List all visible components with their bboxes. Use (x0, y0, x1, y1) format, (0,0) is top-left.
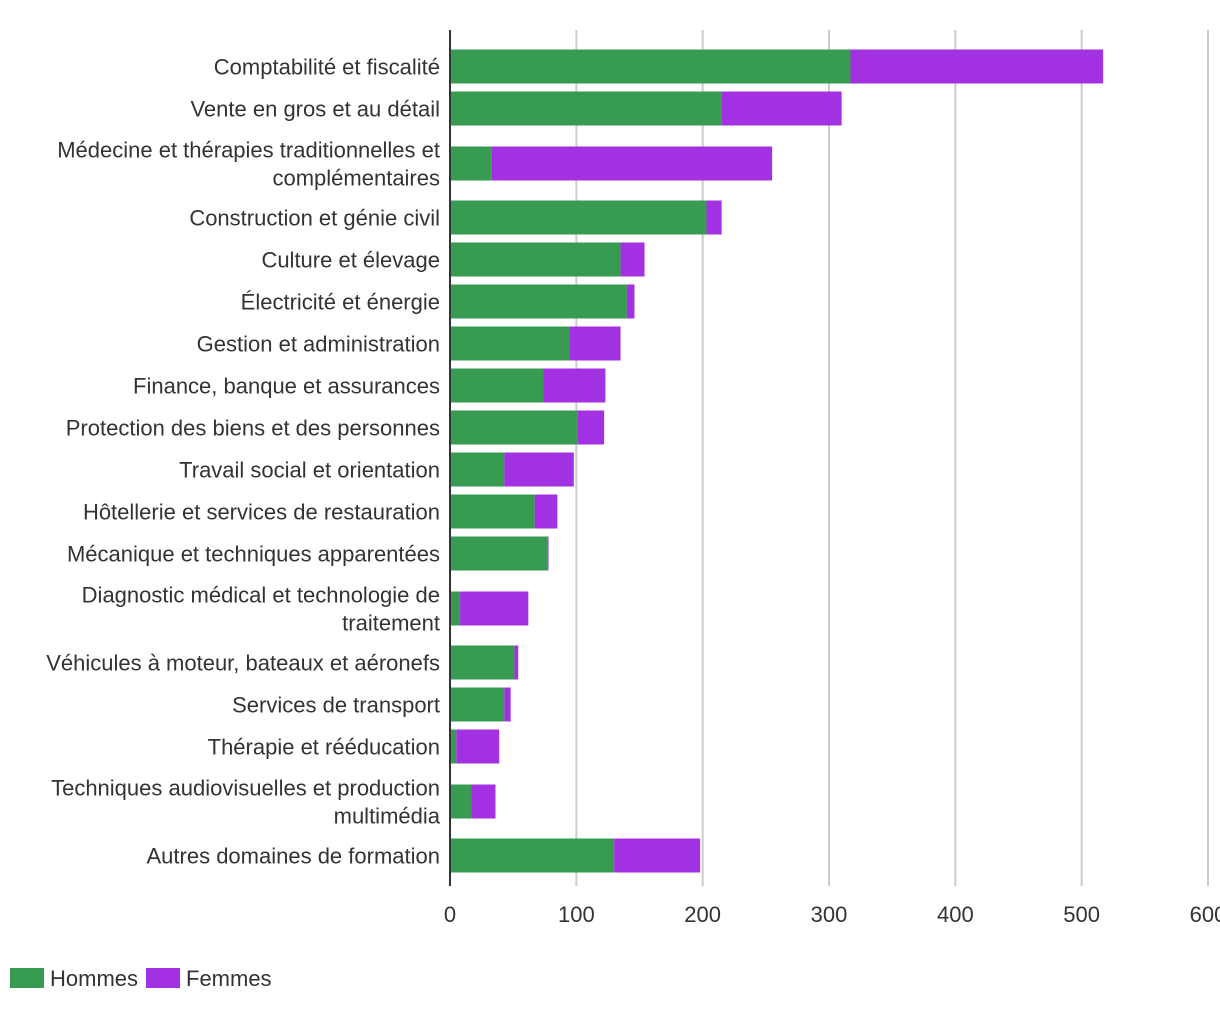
bar-femmes (620, 242, 645, 277)
category-label: Comptabilité et fiscalité (214, 55, 440, 80)
bar-femmes (547, 536, 549, 571)
category-label: Mécanique et techniques apparentées (67, 542, 440, 567)
bar-hommes (450, 368, 544, 403)
bar-hommes (450, 687, 505, 722)
category-label: Construction et génie civil (189, 206, 440, 231)
bar-hommes (450, 200, 707, 235)
category-label: Protection des biens et des personnes (66, 416, 440, 441)
legend-swatch-hommes (10, 968, 44, 988)
x-tick-labels: 0 100 200 300 400 500 600 (444, 902, 1220, 927)
category-label: Électricité et énergie (241, 290, 440, 315)
x-tick-label: 300 (811, 902, 848, 927)
x-tick-label: 500 (1063, 902, 1100, 927)
bar-femmes (504, 452, 574, 487)
bar-hommes (450, 784, 472, 819)
x-tick-label: 0 (444, 902, 456, 927)
bar-femmes (577, 410, 605, 445)
bar-femmes (504, 687, 511, 722)
x-tick-label: 200 (684, 902, 721, 927)
legend: Hommes Femmes (10, 966, 272, 991)
category-label: traitement (342, 611, 440, 636)
bar-hommes (450, 838, 615, 873)
category-label: Vente en gros et au détail (190, 97, 440, 122)
bar-femmes (626, 284, 635, 319)
bar-hommes (450, 452, 505, 487)
category-label: Services de transport (232, 693, 440, 718)
bar-hommes (450, 494, 535, 529)
bar-hommes (450, 410, 578, 445)
category-label: complémentaires (272, 166, 440, 191)
bar-hommes (450, 645, 515, 680)
category-label: Véhicules à moteur, bateaux et aéronefs (46, 651, 440, 676)
category-label: Médecine et thérapies traditionnelles et (57, 138, 440, 163)
category-labels: Comptabilité et fiscalité Vente en gros e… (46, 55, 441, 869)
legend-swatch-femmes (146, 968, 180, 988)
bar-hommes (450, 49, 851, 84)
bar-femmes (706, 200, 722, 235)
x-tick-label: 600 (1190, 902, 1220, 927)
bar-femmes (543, 368, 606, 403)
bar-femmes (850, 49, 1104, 84)
category-label: Finance, banque et assurances (133, 374, 440, 399)
bar-hommes (450, 591, 461, 626)
bar-hommes (450, 284, 627, 319)
category-label: Gestion et administration (197, 332, 440, 357)
category-label: Culture et élevage (261, 248, 440, 273)
category-label: Hôtellerie et services de restauration (83, 500, 440, 525)
bar-femmes (614, 838, 701, 873)
bar-hommes (450, 729, 457, 764)
x-tick-label: 400 (937, 902, 974, 927)
bar-hommes (450, 146, 492, 181)
bar-femmes (471, 784, 496, 819)
category-label: Autres domaines de formation (147, 844, 441, 869)
category-label: Travail social et orientation (179, 458, 440, 483)
bar-femmes (491, 146, 773, 181)
bar-hommes (450, 536, 548, 571)
legend-label-hommes: Hommes (50, 966, 138, 991)
category-label: Techniques audiovisuelles et production (51, 776, 440, 801)
bar-femmes (514, 645, 519, 680)
category-label: multimédia (334, 804, 441, 829)
bar-hommes (450, 242, 621, 277)
x-tick-label: 100 (558, 902, 595, 927)
bar-femmes (534, 494, 558, 529)
bar-femmes (460, 591, 529, 626)
legend-label-femmes: Femmes (186, 966, 272, 991)
bar-femmes (456, 729, 500, 764)
category-label: Diagnostic médical et technologie de (82, 583, 440, 608)
bar-hommes (450, 326, 571, 361)
bars (450, 49, 1104, 873)
bar-hommes (450, 91, 722, 126)
category-label: Thérapie et rééducation (208, 735, 440, 760)
bar-femmes (721, 91, 842, 126)
bar-femmes (570, 326, 621, 361)
